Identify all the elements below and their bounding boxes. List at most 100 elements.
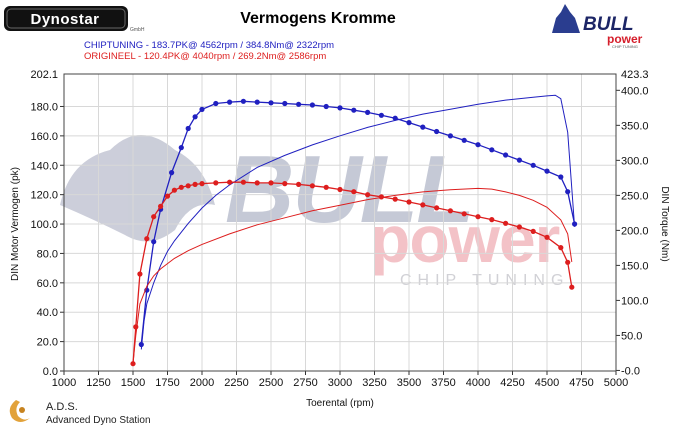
y2-tick-label: 150.0 [621,260,649,272]
data-point-chiptuning-power [565,189,571,195]
bullpower-logo-bull: BULL [583,14,634,35]
y-tick-label-top: 202.1 [30,69,58,81]
plot-frame [63,73,617,372]
data-point-chiptuning-power [365,109,371,115]
data-point-origineel-power [434,205,440,211]
bullpower-logo: BULL power CHIP TUNING [552,4,643,49]
data-point-origineel-power [164,193,171,199]
x-tick-label: 2250 [224,377,248,389]
y2-tick-label: 100.0 [621,295,649,307]
dynostar-logo-suffix: GmbH [130,27,145,33]
data-point-origineel-power [240,179,246,185]
data-point-chiptuning-power [420,124,426,130]
data-point-chiptuning-power [406,120,412,126]
y2-tick-label: 300.0 [621,155,649,167]
x-tick-label: 3000 [328,377,352,389]
y-tick-label: 180.0 [30,101,58,113]
data-point-chiptuning-power [178,145,184,151]
data-point-origineel-power [309,183,315,189]
data-point-origineel-power [489,217,495,223]
y-tick-label: 60.0 [37,278,58,290]
y-tick-label: 80.0 [37,248,58,260]
data-point-chiptuning-power [268,100,274,106]
bullpower-logo-tag: CHIP TUNING [612,44,638,49]
data-point-origineel-power [144,236,150,242]
y2-axis-title: DIN Torque (Nm) [659,186,670,261]
x-tick-label: 4250 [500,377,524,389]
data-point-origineel-power [337,186,343,193]
y2-tick-label: 250.0 [621,190,649,202]
data-point-origineel-power [185,183,191,189]
data-point-chiptuning-power [351,107,357,113]
data-point-chiptuning-power [392,115,398,121]
data-point-origineel-power [192,181,198,187]
legend-chiptuning: CHIPTUNING - 183.7PK@ 4562rpm / 384.8Nm@… [84,40,334,51]
x-tick-label: 2000 [190,377,214,389]
y-tick-label: 100.0 [30,219,58,231]
chart-title: Vermogens Kromme [240,10,396,27]
data-point-chiptuning-power [199,106,205,112]
y-tick-label: 20.0 [37,337,58,349]
data-point-origineel-power [199,181,205,187]
data-point-origineel-power [516,224,523,230]
data-point-origineel-power [565,259,571,265]
data-point-chiptuning-power [185,125,191,132]
data-point-origineel-power [365,192,371,198]
data-point-chiptuning-power [254,99,260,105]
dynostar-logo-text: Dynostar [30,11,99,28]
grid [64,74,616,371]
data-point-chiptuning-power [447,133,453,139]
data-point-origineel-power [178,184,184,190]
x-tick-label: 3500 [397,377,421,389]
data-point-origineel-power [544,234,550,240]
data-point-origineel-power [227,179,233,185]
data-point-origineel-power [282,181,288,187]
data-point-origineel-power [323,184,329,190]
data-point-origineel-power [461,211,467,217]
x-tick-label: 4750 [569,377,593,389]
ads-footer: A.D.S. Advanced Dyno Station [9,400,151,426]
data-point-origineel-power [475,214,481,220]
data-point-chiptuning-power [337,105,343,111]
data-point-chiptuning-power [309,102,315,108]
y-tick-label: 40.0 [37,307,58,319]
data-point-origineel-power [151,214,157,220]
ads-subtitle: Advanced Dyno Station [46,415,151,426]
data-point-chiptuning-power [323,103,329,110]
data-point-origineel-power [130,361,136,367]
data-point-origineel-power [420,202,426,208]
data-point-chiptuning-power [475,142,481,148]
x-tick-label: 3250 [362,377,386,389]
bull-emblem-icon [552,4,580,33]
data-point-origineel-power [254,180,260,186]
y-tick-label: 160.0 [30,131,58,143]
data-point-chiptuning-power [461,137,467,143]
data-point-origineel-power [406,199,412,205]
y2-tick-label: 50.0 [621,330,642,342]
ads-swirl-dot-icon [19,407,25,413]
data-point-origineel-power [268,180,274,186]
data-point-origineel-power [447,208,453,214]
data-point-chiptuning-power [169,170,175,176]
data-point-chiptuning-power [516,157,523,163]
data-point-chiptuning-power [558,174,564,180]
data-point-chiptuning-power [192,114,198,120]
ads-brand: A.D.S. [46,401,78,413]
x-tick-label: 4000 [466,377,490,389]
data-point-origineel-power [569,284,575,290]
data-point-origineel-power [137,271,143,277]
x-axis-title: Toerental (rpm) [306,398,374,409]
data-point-chiptuning-power [282,100,288,107]
data-point-origineel-power [296,181,302,187]
data-point-origineel-power [530,228,536,234]
data-point-origineel-power [213,180,219,186]
y2-tick-label: 200.0 [621,225,649,237]
series-layer [130,94,578,367]
x-tick-label: 2750 [293,377,317,389]
x-tick-label: 1750 [155,377,179,389]
series-line-origineel-power [132,181,573,364]
data-point-chiptuning-power [227,99,233,105]
y2-tick-label: -0.0 [621,365,640,377]
